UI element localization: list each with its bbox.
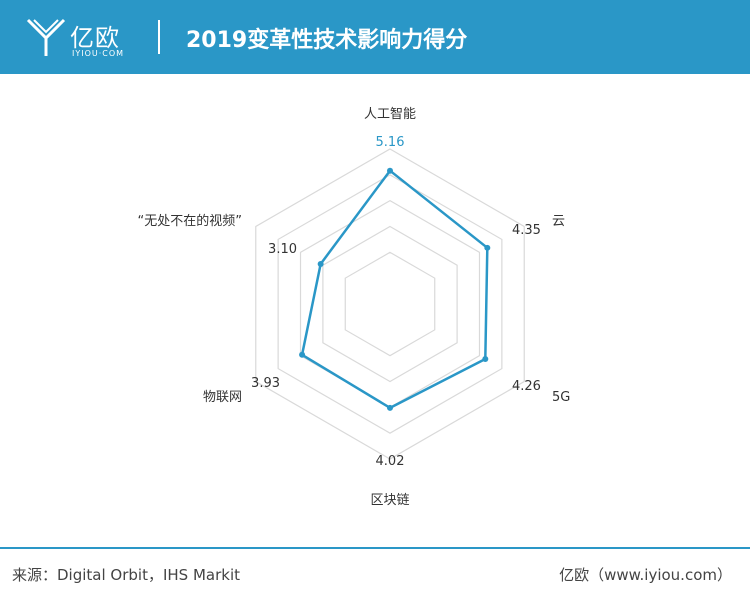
brand-text: 亿欧（www.iyiou.com）	[559, 566, 732, 584]
category-label-4: 物联网	[203, 390, 242, 405]
data-point-2	[482, 356, 489, 363]
value-label-3: 4.02	[376, 454, 405, 469]
data-point-0	[387, 167, 393, 174]
value-label-4: 3.93	[251, 376, 280, 391]
source-text: 来源：Digital Orbit，IHS Markit	[12, 566, 240, 584]
logo-subtext: IYIOU·COM	[72, 49, 125, 58]
grid-ring-4	[277, 174, 503, 434]
value-label-1: 4.35	[512, 223, 541, 238]
header-divider	[158, 20, 160, 54]
logo-text: 亿欧	[70, 24, 120, 52]
data-point-5	[317, 260, 324, 267]
iyiou-logo-icon	[26, 18, 66, 56]
category-label-5: “无处不在的视频”	[138, 213, 242, 229]
data-point-4	[299, 351, 306, 358]
data-point-3	[387, 404, 393, 411]
logo: 亿欧 IYIOU·COM	[24, 12, 144, 64]
category-label-2: 5G	[552, 390, 570, 405]
data-point-1	[484, 244, 491, 251]
category-label-3: 区块链	[370, 493, 409, 508]
value-label-2: 4.26	[512, 379, 541, 394]
grid-ring-1	[344, 251, 436, 357]
grid-ring-5	[255, 148, 525, 460]
header-bar: 亿欧 IYIOU·COM 2019变革性技术影响力得分	[0, 0, 750, 74]
category-label-1: 云	[552, 214, 565, 229]
value-label-5: 3.10	[268, 242, 297, 257]
chart-title: 2019变革性技术影响力得分	[186, 28, 468, 53]
footer-rule	[0, 547, 750, 549]
category-label-0: 人工智能	[364, 107, 416, 122]
data-series-line	[300, 169, 489, 410]
grid-ring-2	[322, 225, 458, 383]
value-label-0: 5.16	[376, 135, 405, 150]
